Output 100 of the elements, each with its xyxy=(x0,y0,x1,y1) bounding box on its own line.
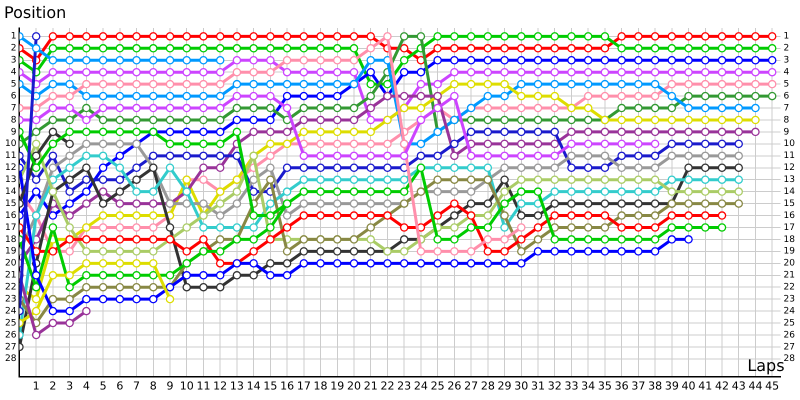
x-tick-label: 36 xyxy=(614,379,629,392)
x-tick-label: 22 xyxy=(380,379,394,392)
y-tick-label: 24 xyxy=(5,306,17,316)
y2-tick-label: 12 xyxy=(784,163,795,174)
y2-tick-label: 2 xyxy=(784,44,790,54)
y-tick-label: 12 xyxy=(5,163,16,174)
x-tick-label: 10 xyxy=(180,379,194,392)
x-tick-label: 28 xyxy=(480,379,495,392)
y2-tick-label: 6 xyxy=(784,91,790,102)
x-tick-label: 8 xyxy=(150,379,157,392)
x-tick-label: 7 xyxy=(133,379,140,392)
x-tick-label: 16 xyxy=(280,379,294,392)
y2-tick-label: 18 xyxy=(784,234,796,245)
x-tick-label: 30 xyxy=(514,379,528,392)
y2-tick-label: 22 xyxy=(784,282,795,293)
y-tick-label: 10 xyxy=(5,139,17,150)
y-axis-title: Position xyxy=(4,3,66,22)
x-tick-label: 23 xyxy=(397,379,412,392)
y2-tick-label: 25 xyxy=(784,318,795,328)
x-tick-label: 20 xyxy=(347,379,361,392)
y-tick-label: 19 xyxy=(5,246,17,257)
y-tick-label: 4 xyxy=(10,68,17,78)
x-tick-label: 18 xyxy=(314,379,328,392)
y-tick-label: 6 xyxy=(10,91,17,102)
y2-tick-label: 27 xyxy=(784,342,795,352)
y-tick-label: 3 xyxy=(10,56,16,66)
y2-tick-label: 23 xyxy=(784,294,795,304)
y-tick-label: 1 xyxy=(10,32,16,42)
y-tick-label: 11 xyxy=(5,151,16,162)
x-tick-label: 21 xyxy=(364,379,378,392)
y2-tick-label: 1 xyxy=(784,32,790,42)
y-tick-label: 25 xyxy=(5,318,16,328)
y2-tick-label: 19 xyxy=(784,246,796,257)
x-tick-label: 44 xyxy=(748,379,762,392)
y2-tick-label: 3 xyxy=(784,56,790,66)
y2-tick-label: 26 xyxy=(784,330,796,340)
x-tick-label: 42 xyxy=(715,379,729,392)
y2-tick-label: 17 xyxy=(784,222,795,233)
y-tick-label: 2 xyxy=(10,44,16,54)
x-tick-label: 4 xyxy=(82,379,90,392)
x-tick-label: 33 xyxy=(564,379,578,392)
x-tick-label: 32 xyxy=(548,379,562,392)
x-tick-label: 13 xyxy=(230,379,244,392)
y2-tick-label: 10 xyxy=(784,139,796,150)
y2-tick-label: 15 xyxy=(784,198,795,209)
y2-tick-label: 16 xyxy=(784,210,796,221)
y-tick-label: 21 xyxy=(5,270,16,281)
y-tick-label: 16 xyxy=(5,210,17,221)
x-tick-label: 25 xyxy=(430,379,445,392)
y-tick-label: 9 xyxy=(10,127,17,138)
y2-tick-label: 14 xyxy=(784,186,796,197)
x-tick-label: 2 xyxy=(49,379,56,392)
x-tick-label: 38 xyxy=(648,379,662,392)
x-tick-label: 41 xyxy=(698,379,712,392)
x-tick-label: 35 xyxy=(598,379,612,392)
x-tick-label: 31 xyxy=(531,379,545,392)
y2-tick-label: 28 xyxy=(784,354,796,364)
y-tick-label: 22 xyxy=(5,282,16,293)
x-tick-label: 27 xyxy=(464,379,478,392)
x-tick-label: 1 xyxy=(32,379,40,392)
y2-tick-label: 24 xyxy=(784,306,796,316)
x-tick-label: 17 xyxy=(296,379,311,392)
x-axis-title: Laps xyxy=(747,356,785,375)
x-tick-label: 26 xyxy=(447,379,462,392)
y2-tick-label: 4 xyxy=(784,68,790,78)
y2-tick-label: 20 xyxy=(784,258,796,269)
x-tick-label: 24 xyxy=(414,379,428,392)
y2-tick-label: 9 xyxy=(784,127,790,138)
y-tick-label: 20 xyxy=(5,258,17,269)
y2-tick-label: 13 xyxy=(784,175,795,186)
x-tick-label: 15 xyxy=(263,379,278,392)
x-tick-label: 34 xyxy=(581,379,596,392)
x-tick-label: 9 xyxy=(166,379,174,392)
y2-tick-label: 21 xyxy=(784,270,795,281)
y-tick-label: 14 xyxy=(5,186,17,197)
y-tick-label: 27 xyxy=(5,342,16,352)
x-tick-label: 19 xyxy=(330,379,344,392)
x-tick-label: 12 xyxy=(213,379,228,392)
y-tick-label: 7 xyxy=(10,103,16,114)
y2-tick-label: 7 xyxy=(784,103,790,114)
x-tick-label: 45 xyxy=(765,379,780,392)
y2-tick-label: 5 xyxy=(784,79,790,90)
y-tick-label: 15 xyxy=(5,198,16,209)
y-tick-label: 26 xyxy=(5,330,17,340)
y-tick-label: 28 xyxy=(5,354,17,364)
y-tick-label: 8 xyxy=(10,115,17,126)
x-tick-label: 40 xyxy=(682,379,696,392)
x-tick-label: 6 xyxy=(116,379,124,392)
y-tick-label: 5 xyxy=(10,79,16,90)
x-tick-label: 29 xyxy=(498,379,512,392)
x-tick-label: 11 xyxy=(196,379,210,392)
x-tick-label: 14 xyxy=(246,379,261,392)
x-tick-label: 39 xyxy=(664,379,679,392)
x-tick-label: 3 xyxy=(66,379,74,392)
x-tick-label: 43 xyxy=(732,379,746,392)
y-tick-label: 17 xyxy=(5,222,16,233)
y2-tick-label: 8 xyxy=(784,115,790,126)
y-tick-label: 13 xyxy=(5,175,16,186)
y2-tick-label: 11 xyxy=(784,151,795,162)
y-tick-label: 23 xyxy=(5,294,16,304)
